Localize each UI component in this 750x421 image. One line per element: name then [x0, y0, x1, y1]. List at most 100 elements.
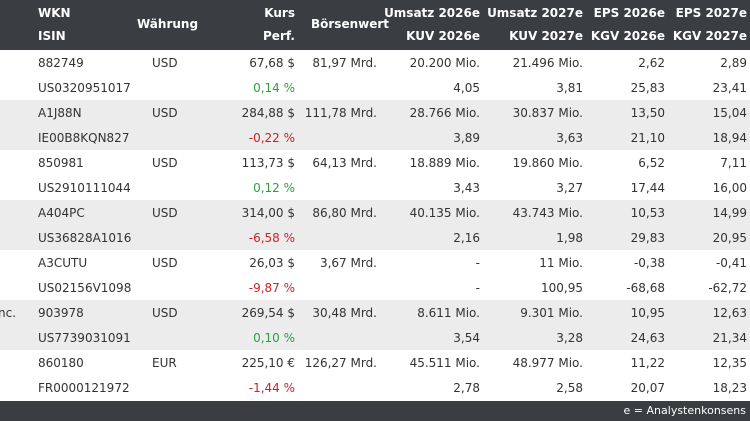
- cell-eps-2026: 10,53: [630, 206, 665, 220]
- cell-performance: -1,44 %: [248, 381, 295, 395]
- cell-price: 269,54 $: [241, 306, 295, 320]
- cell-ps-2026: 4,05: [453, 81, 480, 95]
- header-kgv-2027[interactable]: KGV 2027e: [672, 29, 747, 43]
- cell-pe-2027: 23,41: [712, 81, 747, 95]
- cell-revenue-2027: 19.860 Mio.: [512, 156, 583, 170]
- cell-price: 284,88 $: [241, 106, 295, 120]
- cell-revenue-2027: 21.496 Mio.: [512, 56, 583, 70]
- cell-pe-2027: 18,94: [712, 131, 747, 145]
- cell-price: 67,68 $: [249, 56, 295, 70]
- cell-isin[interactable]: IE00B8KQN827: [38, 131, 130, 145]
- cell-revenue-2026: 18.889 Mio.: [409, 156, 480, 170]
- cell-revenue-2026: -: [475, 256, 480, 270]
- cell-isin[interactable]: US0320951017: [38, 81, 131, 95]
- table-row[interactable]: nc. 903978 US7739031091 USD 269,54 $ 0,10 % 30…: [0, 300, 750, 350]
- footnote-analyst-consensus: e = Analystenkonsens: [623, 404, 746, 417]
- cell-eps-2027: 12,63: [712, 306, 747, 320]
- table-footer: e = Analystenkonsens: [0, 401, 750, 421]
- cell-wkn[interactable]: 850981: [38, 156, 84, 170]
- cell-currency: USD: [152, 206, 178, 220]
- cell-market-cap: 3,67 Mrd.: [319, 256, 377, 270]
- header-umsatz-2026[interactable]: Umsatz 2026e: [384, 6, 480, 20]
- cell-eps-2027: 15,04: [712, 106, 747, 120]
- cell-currency: EUR: [152, 356, 177, 370]
- cell-performance: 0,10 %: [253, 331, 295, 345]
- cell-performance: -6,58 %: [248, 231, 295, 245]
- cell-isin[interactable]: US02156V1098: [38, 281, 132, 295]
- table-row[interactable]: A1J88N IE00B8KQN827 USD 284,88 $ -0,22 % 111,…: [0, 100, 750, 150]
- cell-ps-2026: 2,78: [453, 381, 480, 395]
- cell-wkn[interactable]: 860180: [38, 356, 84, 370]
- header-boersenwert[interactable]: Börsenwert: [311, 17, 390, 31]
- cell-wkn[interactable]: 903978: [38, 306, 84, 320]
- cell-currency: USD: [152, 156, 178, 170]
- cell-eps-2027: 12,35: [712, 356, 747, 370]
- cell-wkn[interactable]: A1J88N: [38, 106, 82, 120]
- cell-performance: 0,14 %: [253, 81, 295, 95]
- cell-market-cap: 111,78 Mrd.: [304, 106, 377, 120]
- header-eps-2026[interactable]: EPS 2026e: [593, 6, 665, 20]
- cell-pe-2026: 20,07: [630, 381, 665, 395]
- header-kuv-2026[interactable]: KUV 2026e: [406, 29, 480, 43]
- cell-ps-2027: 3,81: [556, 81, 583, 95]
- cell-market-cap: 126,27 Mrd.: [304, 356, 377, 370]
- cell-pe-2026: 29,83: [630, 231, 665, 245]
- cell-ps-2027: 3,63: [556, 131, 583, 145]
- table-row[interactable]: 850981 US2910111044 USD 113,73 $ 0,12 % 64,13…: [0, 150, 750, 200]
- cell-ps-2027: 3,27: [556, 181, 583, 195]
- cell-price: 26,03 $: [249, 256, 295, 270]
- company-name-fragment[interactable]: nc.: [0, 306, 17, 320]
- cell-revenue-2027: 43.743 Mio.: [512, 206, 583, 220]
- cell-wkn[interactable]: 882749: [38, 56, 84, 70]
- cell-isin[interactable]: US7739031091: [38, 331, 131, 345]
- cell-revenue-2026: 40.135 Mio.: [409, 206, 480, 220]
- cell-ps-2027: 3,28: [556, 331, 583, 345]
- header-kurs[interactable]: Kurs: [264, 6, 295, 20]
- header-kgv-2026[interactable]: KGV 2026e: [590, 29, 665, 43]
- cell-eps-2026: 13,50: [630, 106, 665, 120]
- cell-ps-2027: 1,98: [556, 231, 583, 245]
- cell-pe-2027: 21,34: [712, 331, 747, 345]
- header-umsatz-2027[interactable]: Umsatz 2027e: [487, 6, 583, 20]
- cell-revenue-2026: 20.200 Mio.: [409, 56, 480, 70]
- header-kuv-2027[interactable]: KUV 2027e: [509, 29, 583, 43]
- cell-eps-2026: -0,38: [633, 256, 665, 270]
- cell-isin[interactable]: FR0000121972: [38, 381, 130, 395]
- cell-price: 113,73 $: [241, 156, 295, 170]
- header-waehrung[interactable]: Währung: [137, 17, 199, 31]
- cell-market-cap: 81,97 Mrd.: [312, 56, 377, 70]
- cell-wkn[interactable]: A3CUTU: [38, 256, 88, 270]
- cell-pe-2026: 21,10: [630, 131, 665, 145]
- header-eps-2027[interactable]: EPS 2027e: [675, 6, 747, 20]
- cell-eps-2027: 2,89: [720, 56, 747, 70]
- cell-currency: USD: [152, 56, 178, 70]
- cell-pe-2027: 16,00: [712, 181, 747, 195]
- cell-ps-2026: 3,89: [453, 131, 480, 145]
- header-wkn[interactable]: WKN: [38, 6, 71, 20]
- cell-wkn[interactable]: A404PC: [38, 206, 85, 220]
- table-row[interactable]: A3CUTU US02156V1098 USD 26,03 $ -9,87 % 3,67 …: [0, 250, 750, 300]
- cell-isin[interactable]: US36828A1016: [38, 231, 132, 245]
- cell-revenue-2026: 45.511 Mio.: [409, 356, 480, 370]
- header-isin[interactable]: ISIN: [38, 29, 66, 43]
- cell-price: 225,10 €: [241, 356, 295, 370]
- cell-eps-2026: 10,95: [630, 306, 665, 320]
- table-row[interactable]: 882749 US0320951017 USD 67,68 $ 0,14 % 81,97 …: [0, 50, 750, 100]
- cell-performance: -0,22 %: [248, 131, 295, 145]
- cell-pe-2027: 20,95: [712, 231, 747, 245]
- stock-table-body: 882749 US0320951017 USD 67,68 $ 0,14 % 81,97 …: [0, 50, 750, 400]
- cell-revenue-2027: 30.837 Mio.: [512, 106, 583, 120]
- table-row[interactable]: A404PC US36828A1016 USD 314,00 $ -6,58 % 86,8…: [0, 200, 750, 250]
- table-header: WKN ISIN Währung Kurs Perf. Börsenwert U…: [0, 0, 750, 50]
- cell-performance: -9,87 %: [248, 281, 295, 295]
- cell-ps-2027: 100,95: [541, 281, 583, 295]
- cell-pe-2026: 24,63: [630, 331, 665, 345]
- cell-isin[interactable]: US2910111044: [38, 181, 131, 195]
- cell-currency: USD: [152, 306, 178, 320]
- header-perf[interactable]: Perf.: [263, 29, 295, 43]
- cell-revenue-2026: 28.766 Mio.: [409, 106, 480, 120]
- table-row[interactable]: 860180 FR0000121972 EUR 225,10 € -1,44 % 126,…: [0, 350, 750, 400]
- cell-ps-2026: 2,16: [453, 231, 480, 245]
- cell-market-cap: 64,13 Mrd.: [312, 156, 377, 170]
- cell-price: 314,00 $: [241, 206, 295, 220]
